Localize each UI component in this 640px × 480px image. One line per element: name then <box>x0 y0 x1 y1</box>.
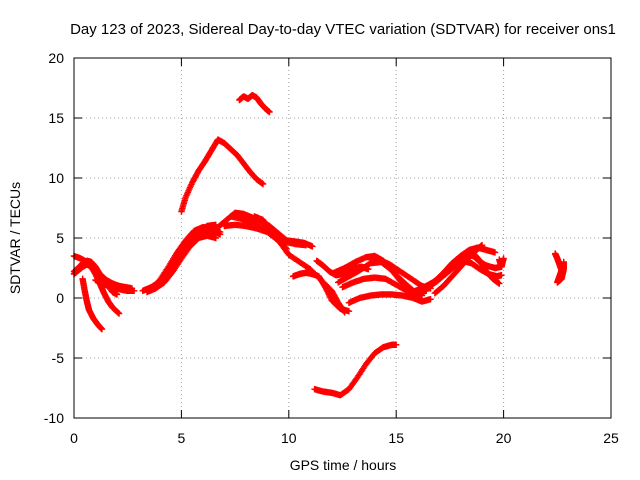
axis-ticks: 0 5 10 15 20 25 -10 -5 0 5 10 15 20 <box>44 50 619 446</box>
x-tick-label: 25 <box>603 430 619 446</box>
data-point-marker <box>478 242 486 249</box>
data-point-marker <box>266 108 273 116</box>
data-point-marker <box>302 242 310 249</box>
series-arc-30 <box>551 250 567 286</box>
y-tick-label: 20 <box>48 50 64 66</box>
x-tick-label: 10 <box>281 430 297 446</box>
x-tick-label: 15 <box>388 430 404 446</box>
data-point-marker <box>216 228 224 236</box>
data-point-marker <box>309 243 316 250</box>
series-arc-11 <box>236 92 273 116</box>
series-arc-04 <box>79 275 106 333</box>
y-tick-label: 5 <box>56 230 64 246</box>
y-tick-label: -10 <box>44 410 64 426</box>
series-arc-18 <box>311 341 400 399</box>
data-point-marker <box>393 341 400 348</box>
chart-title: Day 123 of 2023, Sidereal Day-to-day VTE… <box>70 21 616 38</box>
y-tick-label: 0 <box>56 290 64 306</box>
series-arc-28 <box>431 242 486 297</box>
x-tick-label: 5 <box>178 430 186 446</box>
data-point-marker <box>259 180 267 188</box>
x-axis-label: GPS time / hours <box>290 457 397 473</box>
x-tick-label: 20 <box>496 430 512 446</box>
data-point-marker <box>130 287 138 294</box>
y-axis-label: SDTVAR / TECUs <box>7 182 23 294</box>
series-arc-23 <box>365 254 434 292</box>
data-point-marker <box>498 272 505 279</box>
data-point-marker <box>496 280 503 287</box>
data-point-marker <box>345 308 353 315</box>
data-point-marker <box>115 310 123 317</box>
series-arc-10 <box>178 136 267 215</box>
data-markers <box>70 92 567 399</box>
series-arc-05 <box>92 276 138 294</box>
y-tick-label: -5 <box>52 350 65 366</box>
series-arc-16 <box>289 269 353 315</box>
data-point-marker <box>212 234 219 242</box>
y-tick-label: 10 <box>48 170 64 186</box>
y-tick-label: 15 <box>48 110 64 126</box>
grid-lines <box>74 58 611 418</box>
data-point-marker <box>491 249 499 256</box>
data-point-marker <box>98 326 106 333</box>
data-point-marker <box>427 296 434 303</box>
series-arc-21 <box>339 274 421 300</box>
data-point-marker <box>500 255 507 262</box>
series-arc-09 <box>161 221 219 282</box>
data-point-marker <box>560 258 567 266</box>
series-arc-29 <box>496 255 507 270</box>
data-point-marker <box>113 291 121 298</box>
x-tick-label: 0 <box>70 430 78 446</box>
